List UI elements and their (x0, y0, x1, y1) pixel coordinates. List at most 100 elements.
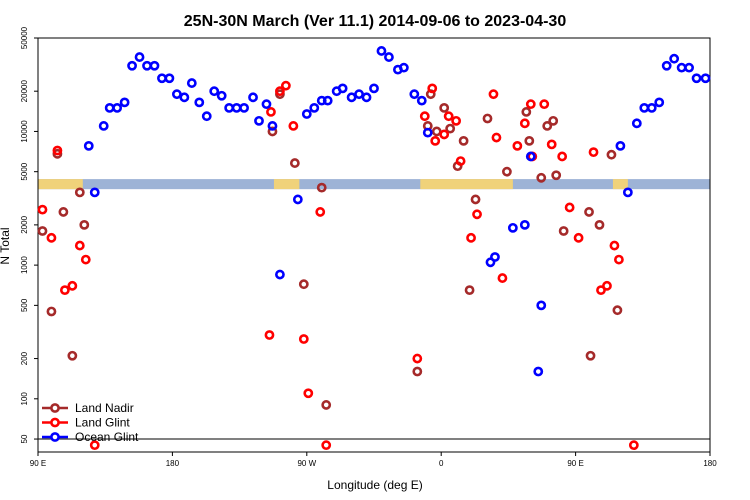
data-point (266, 107, 276, 117)
y-tick-label: 10000 (20, 120, 29, 143)
data-point (79, 219, 90, 230)
data-point (497, 273, 508, 283)
data-point (194, 97, 205, 108)
data-point (280, 80, 291, 91)
data-point (654, 97, 665, 108)
data-point (573, 232, 584, 243)
data-point (164, 73, 175, 84)
data-point (52, 145, 63, 156)
data-point (445, 123, 456, 134)
y-tick-label: 1000 (20, 256, 29, 274)
data-point (83, 140, 94, 151)
data-point (472, 209, 482, 220)
axes: 50 100 200 500 1000 2000 5000 10000 20000 50000 90… (20, 26, 717, 468)
data-point (551, 170, 562, 181)
data-point (127, 60, 137, 71)
data-point (361, 92, 372, 103)
data-point (594, 219, 605, 230)
data-point (606, 149, 617, 160)
data-point (337, 83, 348, 94)
y-axis-label: N Total (0, 227, 12, 264)
data-point (346, 92, 357, 103)
data-point (112, 102, 123, 113)
data-point (700, 73, 711, 84)
x-tick-label: 90 E (567, 459, 583, 468)
data-point (264, 330, 275, 340)
x-tick-label: 0 (439, 459, 444, 468)
data-point (201, 111, 212, 122)
map-strip (38, 179, 710, 190)
data-point (376, 46, 387, 56)
data-point (412, 366, 423, 377)
data-point (303, 388, 314, 399)
data-point (519, 118, 530, 129)
data-point (470, 194, 481, 205)
data-point (322, 95, 333, 106)
data-point (614, 254, 624, 265)
data-point (89, 440, 100, 451)
data-point (536, 300, 547, 311)
data-point (46, 232, 57, 243)
data-point (596, 285, 606, 296)
data-point (354, 89, 364, 100)
data-point (315, 207, 326, 217)
x-axis-label: Longitude (deg E) (327, 478, 422, 492)
y-tick-label: 2000 (20, 215, 29, 233)
data-point (533, 366, 544, 377)
legend-marker (50, 417, 60, 428)
data-point (321, 400, 332, 410)
legend-label: Land Nadir (75, 401, 134, 415)
data-point (58, 207, 69, 217)
data-point (612, 305, 623, 316)
data-point (488, 89, 499, 100)
data-point (261, 99, 272, 110)
data-point (149, 60, 160, 71)
data-point (248, 92, 258, 103)
data-point (602, 280, 612, 291)
land-band (38, 179, 83, 190)
data-point (507, 222, 518, 233)
data-point (661, 60, 672, 71)
land-band (273, 179, 300, 190)
data-point (490, 252, 500, 262)
y-tick-label: 500 (20, 298, 29, 312)
x-tick-label: 90 W (297, 459, 316, 468)
data-point (384, 52, 394, 62)
data-point (216, 90, 227, 101)
data-point (521, 107, 532, 117)
series-land-glint (37, 80, 639, 451)
land-band (420, 179, 513, 190)
legend-marker (50, 403, 60, 413)
data-point (564, 202, 575, 213)
data-point (684, 62, 694, 73)
data-point (512, 140, 523, 151)
data-point (369, 83, 379, 94)
data-point (631, 118, 642, 129)
data-point (98, 121, 109, 131)
data-point (443, 111, 454, 122)
data-point (558, 226, 569, 236)
data-point (458, 135, 469, 146)
data-point (628, 440, 639, 451)
data-point (548, 115, 559, 126)
data-point (119, 97, 130, 108)
data-point (67, 350, 78, 361)
data-point (275, 269, 285, 280)
data-point (524, 135, 535, 146)
data-point (267, 121, 278, 131)
data-point (542, 121, 553, 131)
y-tick-label: 50 (20, 434, 29, 443)
legend-label: Land Glint (75, 416, 130, 430)
data-point (316, 182, 327, 193)
data-point (466, 232, 476, 243)
y-tick-label: 20000 (20, 80, 29, 103)
data-point (321, 440, 332, 451)
data-point (502, 166, 512, 177)
data-point (439, 102, 450, 113)
data-point (171, 89, 182, 100)
data-point (669, 53, 680, 64)
legend-label: Ocean Glint (75, 430, 139, 444)
y-tick-label: 50000 (20, 26, 29, 49)
